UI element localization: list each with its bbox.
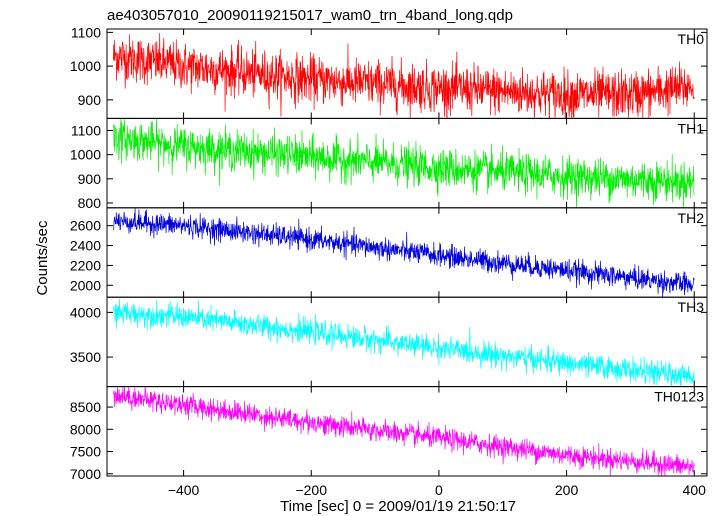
y-tick-label: 800 [78,195,102,211]
panel-label-th0: TH0 [678,31,705,47]
y-tick-label: 1100 [71,24,101,40]
y-tick-label: 7500 [70,444,101,460]
y-tick-label: 2200 [70,257,101,273]
chart-title: ae403057010_20090119215017_wam0_trn_4ban… [107,7,513,24]
y-tick-label: 900 [78,92,102,108]
panel-label-th3: TH3 [678,299,705,315]
y-axis-title: Counts/sec [34,220,51,296]
panel-label-th1: TH1 [678,120,705,136]
panel-frame [106,207,708,298]
y-tick-label: 8500 [70,399,101,415]
x-tick-label: −400 [168,482,200,498]
x-tick-label: 0 [435,482,443,498]
y-tick-label: 2000 [70,277,101,293]
panel-th2: 2000 2200 2400 2600 TH2 [70,207,708,298]
panel-th0123: 7000 7500 8000 8500 TH0123 [70,386,708,482]
series-line-th0123 [113,386,695,477]
x-tick-label: 200 [555,482,579,498]
panel-th3: 3500 4000 TH3 [70,296,708,388]
x-axis-ticks: −400 −200 0 200 400 [168,482,706,498]
series-line-th1 [113,118,695,208]
y-tick-label: 3500 [70,349,101,365]
x-tick-label: −200 [295,482,327,498]
panel-th0: 900 1000 1100 TH0 [70,24,708,119]
y-tick-label: 900 [78,171,102,187]
y-tick-label: 2600 [70,218,101,234]
y-tick-label: 7000 [70,466,101,482]
series-line-th0 [113,33,695,119]
panel-label-th2: TH2 [678,210,705,226]
panel-th1: 800 900 1000 1100 TH1 [70,117,708,211]
y-tick-label: 2400 [70,238,101,254]
x-axis-title: Time [sec] 0 = 2009/01/19 21:50:17 [280,498,516,515]
y-tick-label: 1000 [70,147,101,163]
panel-label-th0123: TH0123 [654,389,704,405]
y-tick-label: 1100 [71,122,101,138]
series-line-th2 [113,207,695,298]
panel-frame [106,386,708,477]
y-tick-label: 1000 [70,58,101,74]
x-tick-label: 400 [683,482,707,498]
y-tick-label: 4000 [70,304,101,320]
series-line-th3 [113,299,695,387]
y-tick-label: 8000 [70,421,101,437]
